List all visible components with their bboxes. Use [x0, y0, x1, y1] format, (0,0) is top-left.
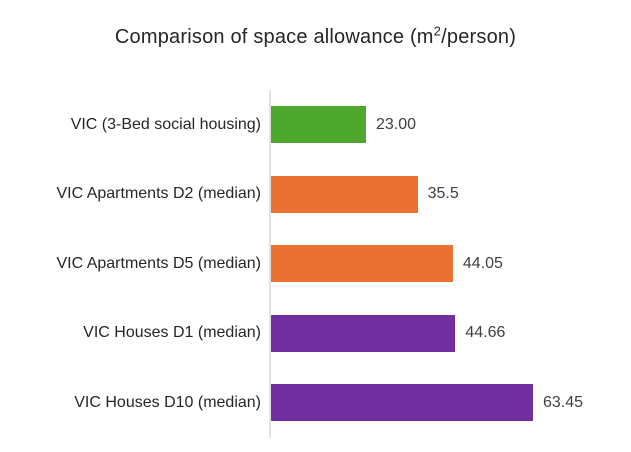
category-label: VIC Houses D10 (median)	[74, 393, 261, 411]
bar	[271, 245, 453, 283]
chart-row: VIC (3-Bed social housing) 23.00	[0, 90, 631, 160]
value-label: 35.5	[427, 185, 459, 203]
bar-area: 44.05	[271, 229, 631, 299]
bar-area: 44.66	[271, 299, 631, 369]
bar	[271, 314, 456, 352]
bar	[271, 384, 533, 422]
chart-row: VIC Apartments D2 (median) 35.5	[0, 160, 631, 230]
bar-area: 63.45	[271, 368, 631, 438]
value-label: 63.45	[543, 393, 584, 411]
y-axis-line	[269, 90, 271, 438]
chart-row: VIC Houses D1 (median) 44.66	[0, 299, 631, 369]
title-text: Comparison of space allowance (m	[114, 26, 434, 48]
bar-chart: VIC (3-Bed social housing) 23.00 VIC Apa…	[0, 90, 631, 438]
page-title: Comparison of space allowance (m2/person…	[0, 23, 631, 49]
title-suffix: /person)	[441, 26, 517, 48]
category-label: VIC Houses D1 (median)	[83, 324, 261, 342]
chart-row: VIC Apartments D5 (median) 44.05	[0, 229, 631, 299]
category-label: VIC (3-Bed social housing)	[70, 115, 261, 133]
value-label: 23.00	[375, 115, 417, 133]
value-label: 44.05	[462, 254, 503, 272]
value-label: 44.66	[465, 324, 506, 342]
title-superscript: 2	[433, 23, 442, 39]
bar-area: 23.00	[271, 90, 631, 160]
chart-rows: VIC (3-Bed social housing) 23.00 VIC Apa…	[0, 90, 631, 438]
category-label: VIC Apartments D2 (median)	[56, 185, 261, 203]
bar	[271, 106, 366, 144]
category-label: VIC Apartments D5 (median)	[56, 254, 261, 272]
bar	[271, 175, 418, 213]
bar-area: 35.5	[271, 160, 631, 230]
chart-row: VIC Houses D10 (median) 63.45	[0, 368, 631, 438]
